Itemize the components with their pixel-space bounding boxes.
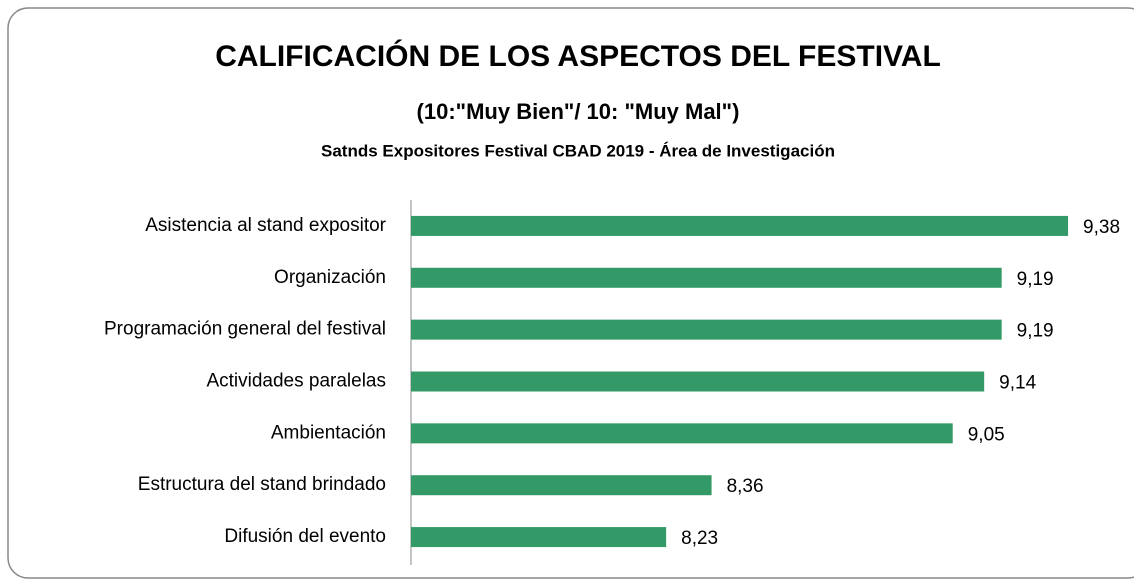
y-tick-label: Difusión del evento: [224, 526, 386, 547]
bar: [411, 423, 953, 444]
y-tick-label: Estructura del stand brindado: [138, 474, 386, 495]
value-label: 9,19: [1017, 321, 1054, 342]
bar: [411, 215, 1069, 236]
y-tick-label: Organización: [274, 267, 386, 288]
value-label: 9,05: [968, 424, 1005, 445]
value-label: 8,23: [681, 528, 718, 549]
bar: [411, 371, 985, 392]
y-tick-label: Programación general del festival: [104, 319, 386, 340]
chart-title: CALIFICACIÓN DE LOS ASPECTOS DEL FESTIVA…: [215, 39, 941, 73]
value-label: 8,36: [727, 476, 764, 497]
chart-caption: Satnds Expositores Festival CBAD 2019 - …: [321, 141, 835, 160]
bar: [411, 319, 1002, 340]
y-tick-label: Actividades paralelas: [206, 371, 386, 392]
y-tick-label: Ambientación: [271, 422, 386, 443]
y-tick-label: Asistencia al stand expositor: [145, 215, 386, 236]
chart-subtitle: (10:"Muy Bien"/ 10: "Muy Mal"): [417, 99, 740, 124]
value-label: 9,14: [999, 373, 1036, 394]
value-label: 9,19: [1017, 269, 1054, 290]
bar: [411, 267, 1002, 288]
value-label: 9,38: [1083, 217, 1120, 238]
bar: [411, 527, 667, 548]
bar: [411, 475, 712, 496]
